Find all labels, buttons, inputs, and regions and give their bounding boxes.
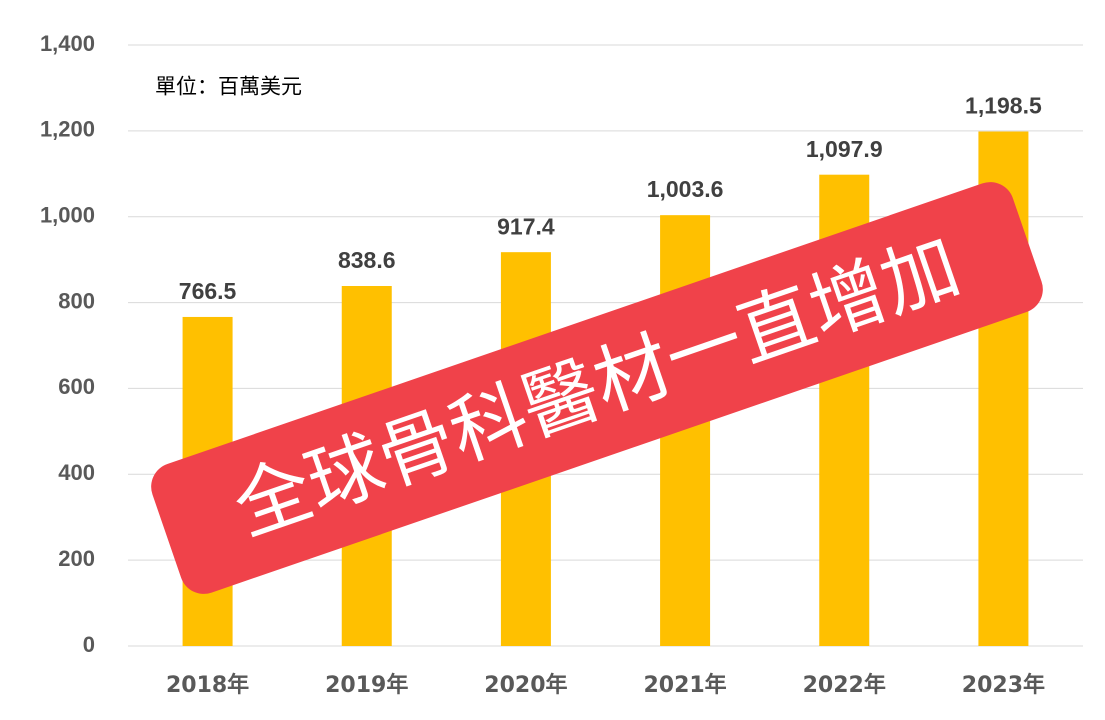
y-tick-label: 400 [58, 460, 95, 485]
x-tick-label: 2021年 [643, 672, 726, 698]
x-tick-label: 2019年 [325, 672, 408, 698]
y-tick-label: 0 [83, 632, 95, 657]
x-tick-label: 2023年 [962, 672, 1045, 698]
x-tick-label: 2020年 [484, 672, 567, 698]
y-tick-label: 600 [58, 374, 95, 399]
unit-note: 單位：百萬美元 [155, 75, 302, 99]
value-label: 766.5 [179, 278, 237, 304]
y-tick-label: 1,000 [40, 203, 95, 228]
value-label: 1,097.9 [806, 136, 883, 162]
y-tick-label: 800 [58, 288, 95, 313]
x-tick-label: 2022年 [803, 672, 886, 698]
y-tick-label: 1,400 [40, 31, 95, 56]
value-label: 838.6 [338, 247, 396, 273]
y-tick-label: 200 [58, 546, 95, 571]
banner-background [151, 182, 1043, 594]
x-tick-label: 2018年 [166, 672, 249, 698]
y-tick-label: 1,200 [40, 117, 95, 142]
value-label: 917.4 [497, 213, 555, 239]
value-label: 1,003.6 [647, 176, 724, 202]
value-label: 1,198.5 [965, 93, 1042, 119]
